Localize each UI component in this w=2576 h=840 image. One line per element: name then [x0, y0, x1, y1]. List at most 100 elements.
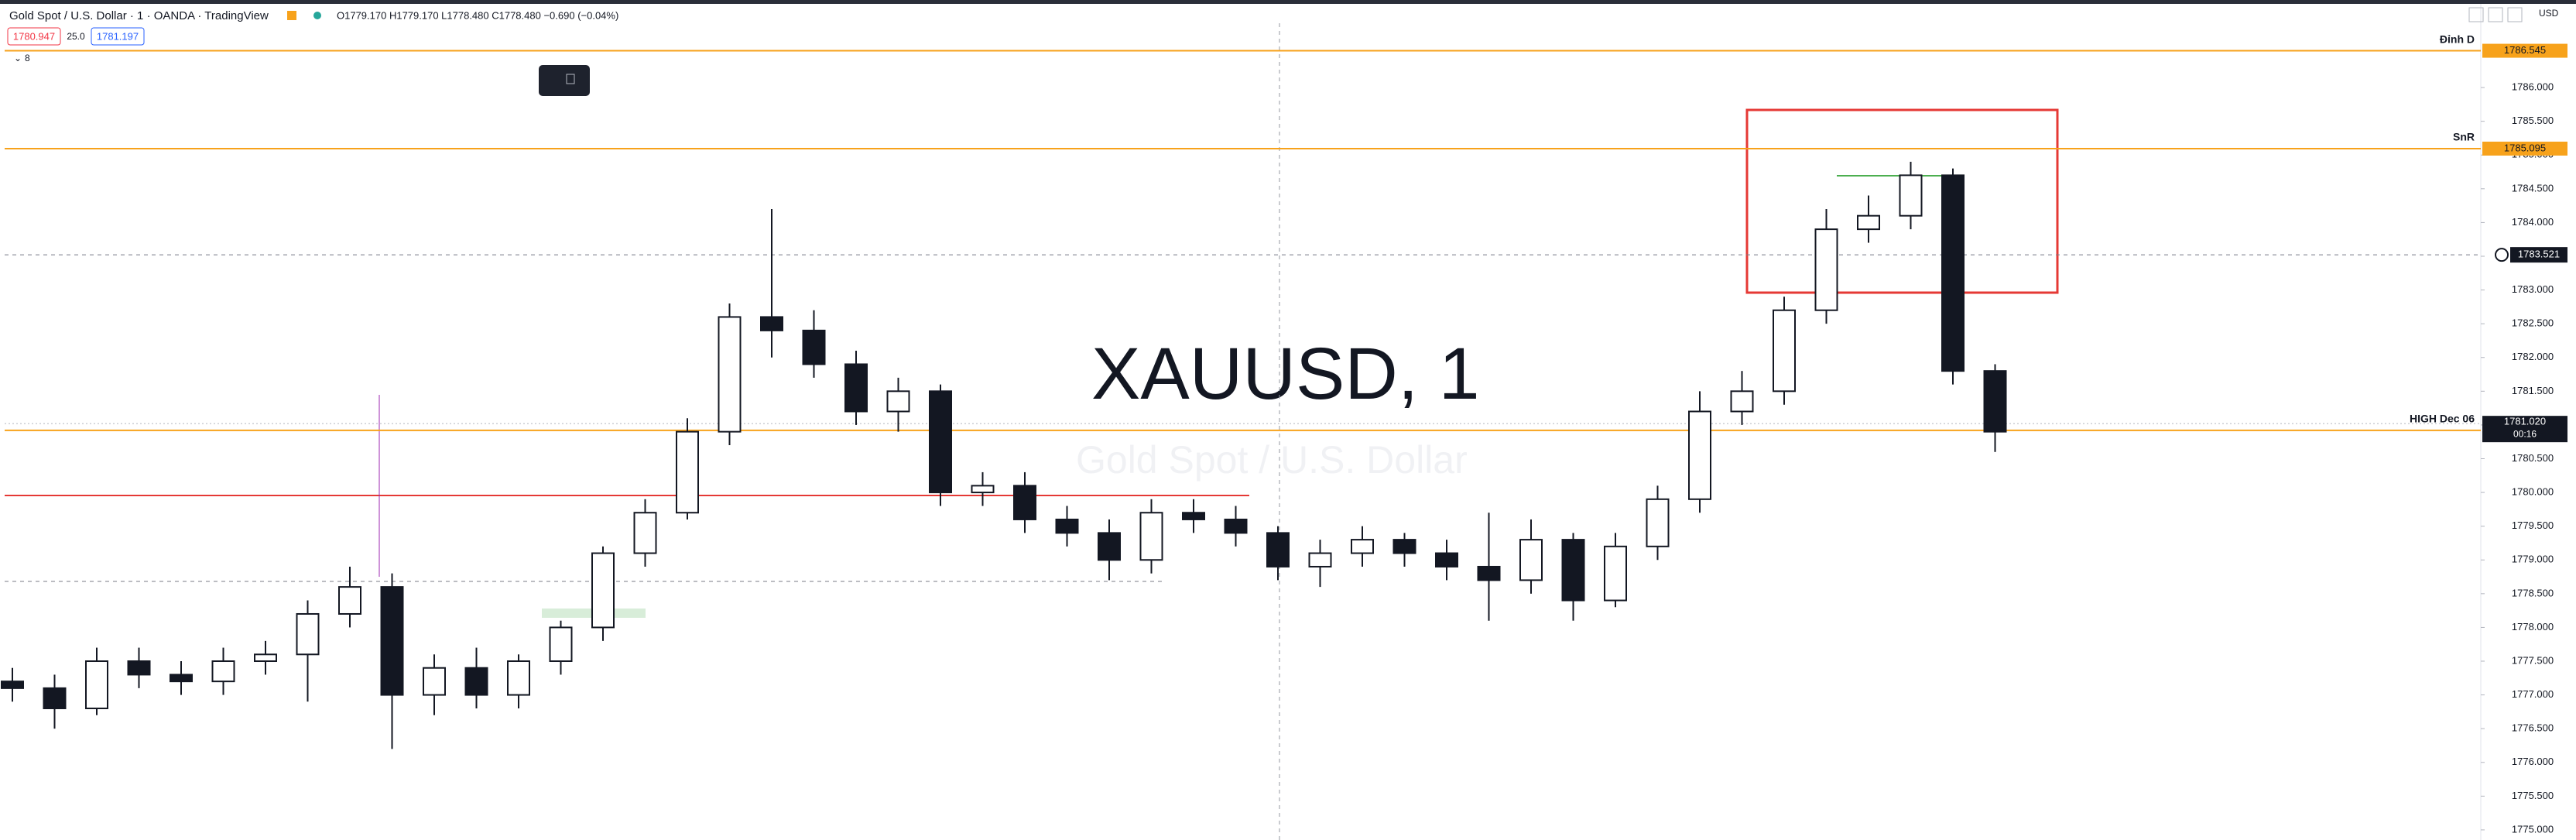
candle-body — [1688, 410, 1711, 500]
marker-label: 1783.521 — [2518, 249, 2560, 260]
candle-body — [1098, 532, 1121, 561]
y-tick-label: 1777.000 — [2512, 688, 2554, 700]
candle-body — [886, 390, 910, 413]
candle-body — [43, 687, 67, 710]
y-tick-label: 1783.000 — [2512, 283, 2554, 295]
last-price-label: 1781.020 — [2504, 416, 2546, 427]
indicator-count[interactable]: 8 — [25, 53, 30, 63]
candle-body — [464, 667, 488, 696]
candle-body — [1351, 539, 1374, 554]
currency[interactable]: USD — [2539, 8, 2559, 19]
candle-body — [1814, 228, 1838, 311]
buy-button[interactable] — [91, 27, 145, 46]
scroll-button[interactable] — [2488, 7, 2503, 22]
candle-body — [1561, 539, 1585, 602]
y-tick-label: 1775.000 — [2512, 823, 2554, 835]
last-price-tag — [2482, 416, 2567, 443]
candle-body — [760, 316, 783, 331]
y-tick-label: 1778.500 — [2512, 587, 2554, 598]
toolbar-icon[interactable] — [566, 74, 575, 84]
candle-body — [380, 586, 404, 696]
marker-tag — [2510, 247, 2567, 263]
watermark-subtitle: Gold Spot / U.S. Dollar — [1076, 438, 1468, 482]
candle-body — [1477, 565, 1501, 581]
candle-body — [1941, 174, 1965, 372]
price-tag-label: 1785.095 — [2504, 142, 2546, 153]
marker-icon — [2495, 248, 2509, 262]
candle-body — [127, 660, 151, 676]
countdown: 00:16 — [2513, 428, 2537, 439]
candle-body — [633, 512, 657, 554]
y-tick-label: 1779.500 — [2512, 519, 2554, 531]
candle-body — [1773, 309, 1796, 393]
level-label: Đỉnh D — [2440, 33, 2475, 45]
y-tick-label: 1786.000 — [2512, 81, 2554, 93]
y-tick-label: 1780.000 — [2512, 486, 2554, 498]
market-status — [313, 12, 321, 19]
candle-body — [1435, 552, 1458, 567]
zone-box — [1745, 108, 2059, 294]
candle-body — [1308, 552, 1332, 567]
candle-body — [1182, 512, 1205, 520]
floating-toolbar[interactable] — [539, 65, 590, 96]
candle-body — [507, 660, 530, 696]
candle-body — [1646, 498, 1670, 547]
candle-body — [1604, 545, 1627, 602]
y-tick-label: 1785.500 — [2512, 115, 2554, 126]
candle-body — [338, 586, 361, 615]
ohlc-values: O1779.170 H1779.170 L1778.480 C1778.480 … — [337, 9, 618, 21]
candle-body — [254, 653, 277, 663]
candle-body — [1266, 532, 1290, 567]
reset-button[interactable] — [2507, 7, 2523, 22]
y-tick-label: 1775.500 — [2512, 790, 2554, 801]
candle-body — [170, 674, 193, 683]
spread: 25.0 — [67, 31, 85, 42]
candle-body — [85, 660, 108, 710]
y-tick-label: 1782.000 — [2512, 351, 2554, 362]
candle-body — [1857, 214, 1880, 231]
candle-body — [1055, 518, 1079, 534]
candle-body — [1, 681, 24, 689]
candle-body — [844, 363, 868, 413]
candle-body — [591, 552, 615, 629]
y-tick-label: 1778.000 — [2512, 621, 2554, 633]
y-tick-label: 1779.000 — [2512, 554, 2554, 565]
candle-body — [1730, 390, 1754, 413]
candle-body — [1519, 539, 1543, 581]
indicator-toggle[interactable]: ⌄ — [14, 53, 22, 63]
candle-body — [1224, 518, 1248, 534]
y-tick-label: 1780.500 — [2512, 452, 2554, 464]
price-tag — [2482, 141, 2567, 156]
candle-body — [1899, 174, 1923, 217]
y-tick-label: 1776.000 — [2512, 756, 2554, 767]
sell-button[interactable] — [7, 27, 61, 46]
symbol-title[interactable]: Gold Spot / U.S. Dollar · 1 · OANDA · Tr… — [9, 9, 269, 22]
buy-price[interactable]: 1781.197 — [97, 30, 139, 42]
candle-body — [1983, 370, 2007, 433]
candle-body — [423, 667, 446, 696]
watermark-title: XAUUSD, 1 — [1091, 333, 1480, 415]
candle-body — [802, 329, 826, 365]
y-tick-label: 1781.500 — [2512, 385, 2554, 396]
top-border — [0, 0, 2576, 4]
price-tag-label: 1786.545 — [2504, 44, 2546, 56]
level-label: SnR — [2453, 131, 2475, 143]
y-tick-label: 1776.500 — [2512, 722, 2554, 734]
candle-body — [1139, 512, 1163, 561]
candle-body — [211, 660, 235, 683]
level-label: HIGH Dec 06 — [2410, 413, 2475, 425]
candle-body — [1392, 539, 1416, 554]
candle-body — [676, 430, 699, 514]
candle-body — [296, 612, 320, 656]
y-tick-label: 1782.500 — [2512, 317, 2554, 329]
candle-body — [929, 390, 952, 494]
zoom-button[interactable] — [2468, 7, 2484, 22]
y-tick-label: 1784.500 — [2512, 182, 2554, 194]
y-tick-label: 1784.000 — [2512, 216, 2554, 228]
flag-icon[interactable] — [287, 11, 296, 20]
sell-price[interactable]: 1780.947 — [13, 30, 55, 42]
candle-body — [549, 626, 573, 663]
